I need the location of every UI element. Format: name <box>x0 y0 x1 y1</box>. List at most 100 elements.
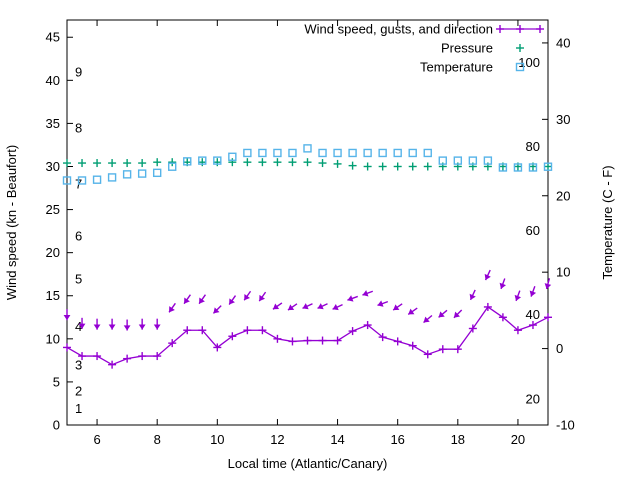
wind-arrow-head <box>469 293 476 300</box>
wind-arrow-head <box>244 294 250 301</box>
series-2 <box>63 158 552 171</box>
square-marker <box>348 148 357 158</box>
wind-arrow-head <box>153 324 161 330</box>
beaufort-label: 6 <box>75 228 82 243</box>
x-tick-label: 8 <box>154 432 161 447</box>
square-marker <box>213 156 222 165</box>
square-marker <box>137 169 147 178</box>
wind-arrow-head <box>408 308 415 315</box>
square-marker <box>528 163 538 172</box>
beaufort-label: 9 <box>75 65 82 80</box>
fahrenheit-label: 40 <box>526 307 540 322</box>
wind-arrow-head <box>529 290 537 297</box>
beaufort-label: 2 <box>75 384 82 399</box>
wind-arrow-head <box>377 300 384 307</box>
y2-tick-label: 30 <box>556 112 570 127</box>
wind-arrow-head <box>438 311 445 318</box>
square-marker <box>408 148 417 158</box>
y-tick-label: 0 <box>53 418 60 433</box>
y-tick-label: 25 <box>46 202 60 217</box>
wind-arrow-head <box>484 273 491 281</box>
wind-arrow-head <box>332 303 339 311</box>
legend-label: Wind speed, gusts, and direction <box>304 22 493 37</box>
x-axis-title: Local time (Atlantic/Canary) <box>228 456 388 471</box>
square-marker <box>228 152 237 161</box>
y-axis-title: Wind speed (kn - Beaufort) <box>4 145 19 300</box>
wind-arrow-head <box>184 297 190 304</box>
y-tick-label: 40 <box>46 73 60 88</box>
fahrenheit-scale-labels: 20 40 60 80 100 <box>518 55 540 406</box>
fahrenheit-label: 80 <box>526 139 540 154</box>
wind-arrow-head <box>317 303 324 310</box>
x-tick-label: 10 <box>210 432 224 447</box>
square-marker <box>243 148 252 158</box>
square-marker <box>258 148 267 158</box>
wind-arrow-head <box>272 303 280 310</box>
beaufort-label: 4 <box>75 319 82 334</box>
y-tick-label: 30 <box>46 159 60 174</box>
wind-arrow-head <box>169 306 175 313</box>
square-marker <box>92 175 102 184</box>
square-marker <box>122 170 132 179</box>
wind-arrow-head <box>93 324 101 330</box>
square-marker <box>468 156 478 165</box>
fahrenheit-label: 20 <box>526 391 540 406</box>
square-marker <box>438 156 447 165</box>
square-marker <box>303 144 312 153</box>
y-tick-label: 35 <box>46 116 60 131</box>
y-tick-label: 20 <box>46 245 60 260</box>
wind-arrow-head <box>199 297 205 304</box>
beaufort-label: 1 <box>75 401 82 416</box>
legend: Wind speed, gusts, and direction Pressure… <box>304 22 544 75</box>
square-marker <box>288 148 297 158</box>
square-marker <box>318 148 327 158</box>
y2-tick-label: 10 <box>556 265 570 280</box>
square-marker <box>498 163 508 172</box>
wind-arrow-head <box>123 325 131 331</box>
square-marker <box>515 62 525 72</box>
beaufort-label: 3 <box>75 358 82 373</box>
x-tick-label: 6 <box>93 432 100 447</box>
square-marker <box>77 176 87 185</box>
x-axis: 6 8 10 12 14 16 18 20 <box>93 20 525 447</box>
beaufort-label: 5 <box>75 272 82 287</box>
wind-arrow-head <box>78 323 86 329</box>
wind-arrow-head <box>302 303 309 310</box>
y-tick-label: 10 <box>46 331 60 346</box>
y-tick-label: 45 <box>46 30 60 45</box>
square-marker <box>273 148 282 158</box>
fahrenheit-label: 100 <box>518 55 540 70</box>
beaufort-label: 8 <box>75 121 82 136</box>
y-tick-label: 15 <box>46 288 60 303</box>
square-marker <box>378 148 387 158</box>
wind-arrow-head <box>393 304 400 311</box>
square-marker <box>483 156 493 165</box>
plot-border <box>66 19 549 426</box>
y-tick-label: 5 <box>53 374 60 389</box>
x-tick-label: 18 <box>451 432 465 447</box>
wind-arrow-head <box>213 307 220 314</box>
legend-label: Pressure <box>441 41 493 56</box>
series-1 <box>63 269 552 331</box>
wind-arrow-head <box>499 282 506 289</box>
wind-arrow-head <box>108 324 116 330</box>
x-tick-label: 20 <box>511 432 525 447</box>
legend-label: Temperature <box>420 60 493 75</box>
square-marker <box>62 176 72 185</box>
y2-axis-title: Temperature (C - F) <box>600 165 615 279</box>
y2-tick-label: 20 <box>556 188 570 203</box>
wind-arrow-head <box>423 316 430 323</box>
fahrenheit-label: 60 <box>526 223 540 238</box>
y-axis-right: -10 0 10 20 30 40 <box>542 35 575 433</box>
wind-arrow-head <box>63 315 71 321</box>
y2-tick-label: 40 <box>556 35 570 50</box>
square-marker <box>543 162 553 171</box>
square-marker <box>453 156 463 165</box>
square-marker <box>393 148 402 158</box>
x-tick-label: 14 <box>330 432 344 447</box>
square-marker <box>183 157 192 166</box>
square-marker <box>168 162 177 171</box>
x-tick-label: 16 <box>390 432 404 447</box>
